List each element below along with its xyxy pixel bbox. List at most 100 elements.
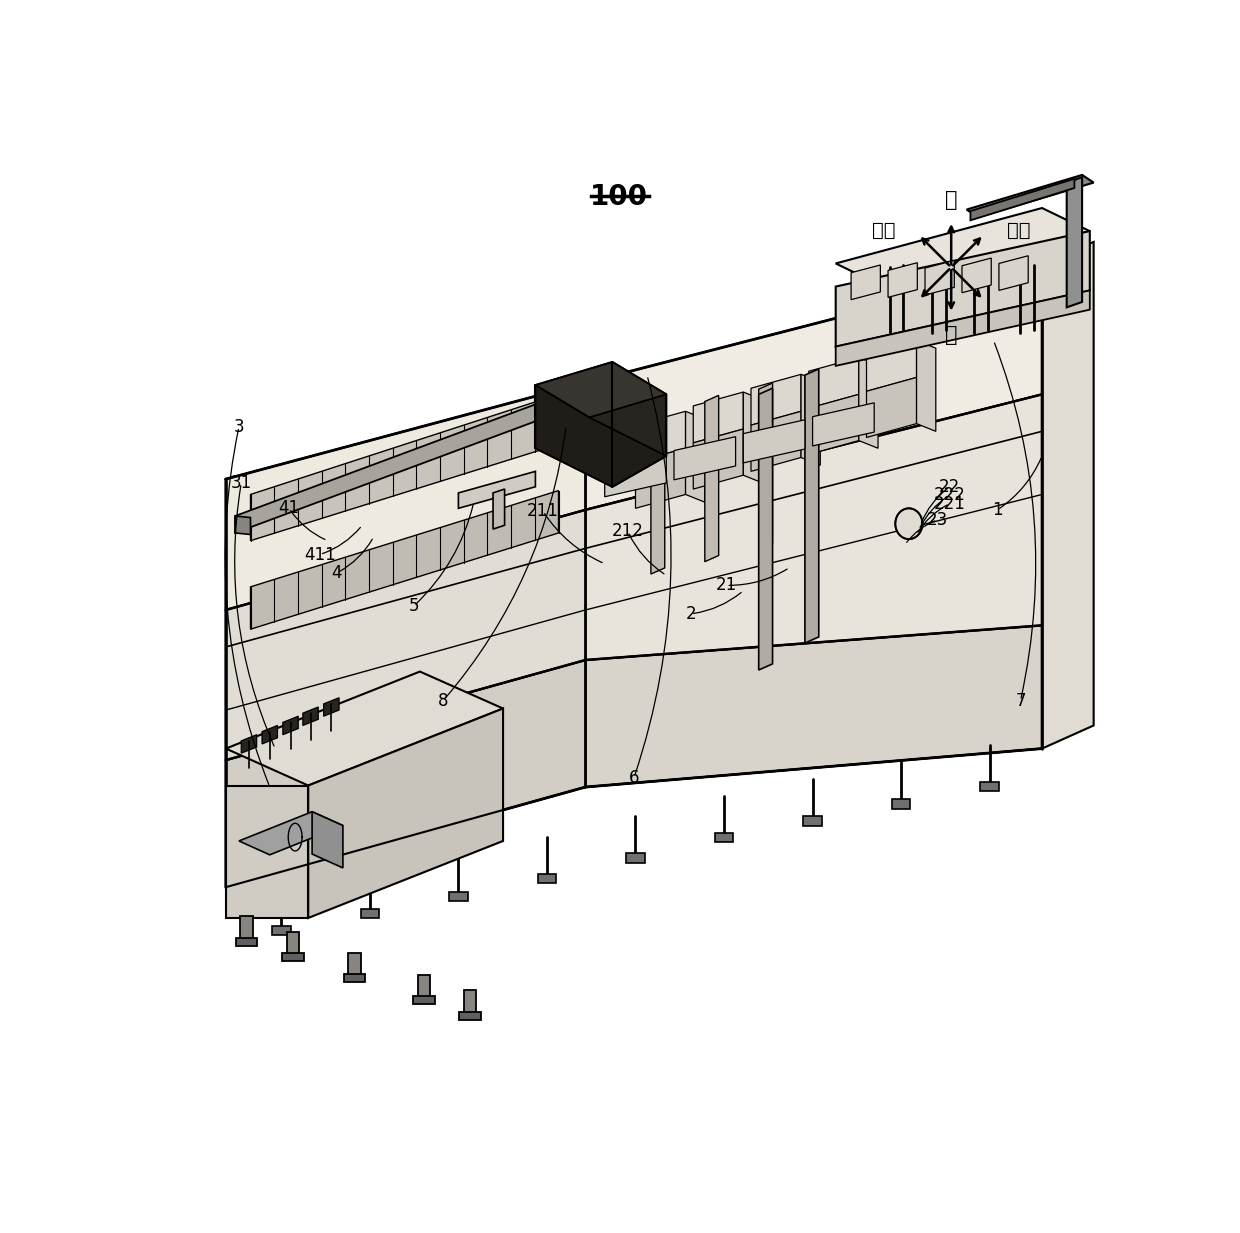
Polygon shape <box>241 916 253 943</box>
Polygon shape <box>801 375 821 465</box>
Polygon shape <box>743 419 805 462</box>
Polygon shape <box>962 258 991 292</box>
Polygon shape <box>464 990 476 1017</box>
Polygon shape <box>981 782 999 790</box>
Polygon shape <box>226 382 585 610</box>
Polygon shape <box>242 735 257 753</box>
Polygon shape <box>971 179 1074 221</box>
Text: 22: 22 <box>939 477 960 496</box>
Polygon shape <box>348 953 361 979</box>
Text: 23: 23 <box>926 510 947 529</box>
Polygon shape <box>751 412 801 471</box>
Polygon shape <box>312 811 343 868</box>
Polygon shape <box>250 491 558 629</box>
Text: 5: 5 <box>408 597 419 615</box>
Polygon shape <box>635 412 686 462</box>
Polygon shape <box>283 716 299 735</box>
Text: 纵向: 纵向 <box>872 221 895 240</box>
Text: 6: 6 <box>629 769 639 787</box>
Polygon shape <box>925 260 955 295</box>
Polygon shape <box>585 265 1042 510</box>
Polygon shape <box>836 208 1090 286</box>
Polygon shape <box>635 449 686 508</box>
Polygon shape <box>459 1012 481 1020</box>
Polygon shape <box>286 932 299 959</box>
Text: 212: 212 <box>611 523 644 540</box>
Polygon shape <box>250 395 558 540</box>
Polygon shape <box>892 799 910 809</box>
Text: 7: 7 <box>1016 692 1025 710</box>
Polygon shape <box>413 996 434 1004</box>
Polygon shape <box>804 816 822 826</box>
Text: 横向: 横向 <box>1007 221 1030 240</box>
Polygon shape <box>585 625 1042 787</box>
Polygon shape <box>494 490 505 529</box>
Polygon shape <box>605 454 666 497</box>
Polygon shape <box>236 938 258 946</box>
Polygon shape <box>859 358 878 449</box>
Polygon shape <box>851 265 880 300</box>
Polygon shape <box>239 811 343 854</box>
Polygon shape <box>759 383 773 549</box>
Polygon shape <box>459 471 536 508</box>
Polygon shape <box>272 926 290 935</box>
Polygon shape <box>808 358 859 408</box>
Text: 411: 411 <box>304 545 336 563</box>
Text: 8: 8 <box>438 692 448 710</box>
Text: 31: 31 <box>231 473 252 492</box>
Text: 222: 222 <box>934 486 966 504</box>
Polygon shape <box>226 785 309 917</box>
Polygon shape <box>226 672 503 785</box>
Polygon shape <box>309 709 503 917</box>
Polygon shape <box>281 953 304 961</box>
Text: 41: 41 <box>279 499 300 518</box>
Polygon shape <box>303 707 319 725</box>
Text: 100: 100 <box>589 182 647 211</box>
Polygon shape <box>751 375 801 425</box>
Polygon shape <box>236 404 536 533</box>
Polygon shape <box>536 363 666 418</box>
Polygon shape <box>805 369 818 644</box>
Polygon shape <box>743 392 763 483</box>
Polygon shape <box>693 392 743 443</box>
Polygon shape <box>999 255 1028 291</box>
Polygon shape <box>836 291 1090 366</box>
Text: 211: 211 <box>527 502 559 520</box>
Polygon shape <box>343 974 366 981</box>
Polygon shape <box>226 510 585 760</box>
Polygon shape <box>867 340 916 391</box>
Text: 221: 221 <box>934 494 966 513</box>
Polygon shape <box>536 385 666 487</box>
Polygon shape <box>1042 242 1094 748</box>
Polygon shape <box>675 436 735 480</box>
Polygon shape <box>538 874 557 883</box>
Polygon shape <box>361 909 379 917</box>
Polygon shape <box>867 377 916 438</box>
Polygon shape <box>324 698 339 716</box>
Text: 21: 21 <box>715 576 737 594</box>
Text: 3: 3 <box>233 418 244 435</box>
Text: 1: 1 <box>992 501 1003 519</box>
Polygon shape <box>714 834 733 842</box>
Polygon shape <box>536 363 666 487</box>
Polygon shape <box>808 395 859 455</box>
Text: 上: 上 <box>945 190 957 210</box>
Polygon shape <box>759 388 773 670</box>
Polygon shape <box>262 725 278 743</box>
Polygon shape <box>967 175 1094 217</box>
Text: 下: 下 <box>945 326 957 345</box>
Polygon shape <box>449 891 467 901</box>
Polygon shape <box>585 395 1042 660</box>
Polygon shape <box>704 396 719 562</box>
Text: 2: 2 <box>686 605 696 623</box>
Polygon shape <box>1066 178 1083 307</box>
Polygon shape <box>895 508 923 539</box>
Polygon shape <box>236 517 250 534</box>
Polygon shape <box>418 975 430 1002</box>
Polygon shape <box>626 853 645 863</box>
Polygon shape <box>888 263 918 297</box>
Polygon shape <box>226 660 585 888</box>
Polygon shape <box>693 429 743 490</box>
Polygon shape <box>916 340 936 432</box>
Polygon shape <box>651 408 665 575</box>
